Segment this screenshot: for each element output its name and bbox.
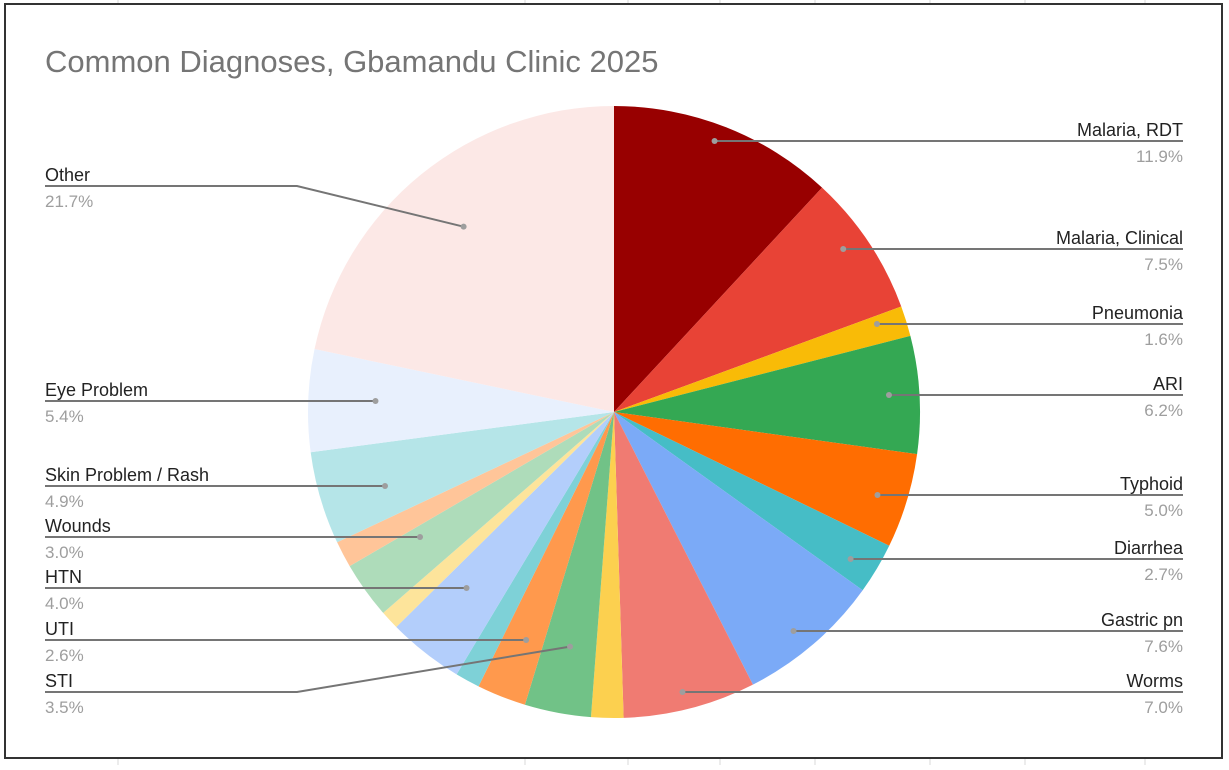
- pie-slice: [524, 412, 614, 718]
- pie-slice: [310, 412, 614, 543]
- slice-value-label: 2.7%: [1144, 565, 1183, 584]
- pie-slice: [349, 412, 614, 613]
- slice-label: Diarrhea: [1114, 538, 1184, 558]
- leader-dot: [460, 223, 467, 230]
- slice-label: UTI: [45, 619, 74, 639]
- leader-dot: [372, 398, 379, 404]
- pie-slice: [383, 412, 614, 628]
- leader-dot: [840, 246, 847, 252]
- slice-label: Other: [45, 165, 90, 185]
- pie-slice: [614, 412, 863, 685]
- leader-line: [45, 185, 464, 228]
- pie-slice: [614, 335, 920, 455]
- slice-value-label: 3.5%: [45, 698, 84, 717]
- leader-dot: [885, 392, 892, 398]
- slice-label: Pneumonia: [1092, 303, 1184, 323]
- leader-dot: [790, 628, 797, 634]
- slice-label: Gastric pn: [1101, 610, 1183, 630]
- slice-value-label: 11.9%: [1136, 147, 1183, 166]
- slice-label: Eye Problem: [45, 380, 148, 400]
- leader-dot: [711, 138, 718, 144]
- pie-slice: [396, 412, 614, 675]
- slice-label: Malaria, RDT: [1077, 120, 1183, 140]
- chart-title: Common Diagnoses, Gbamandu Clinic 2025: [45, 44, 658, 79]
- pie-slice: [614, 187, 902, 412]
- pie-slice: [314, 106, 614, 412]
- pie-slice: [308, 349, 614, 453]
- slice-value-label: 21.7%: [45, 192, 93, 211]
- slice-value-label: 6.2%: [1144, 401, 1183, 420]
- slice-value-label: 7.0%: [1144, 698, 1183, 717]
- pie-slice: [614, 412, 918, 546]
- pie-slice: [614, 412, 753, 718]
- slice-value-label: 4.9%: [45, 492, 84, 511]
- pie-slice: [590, 412, 624, 718]
- leader-dot: [463, 585, 470, 591]
- leader-dot: [417, 534, 424, 540]
- leader-line: [45, 645, 571, 693]
- leader-dot: [382, 483, 389, 489]
- slice-label: Malaria, Clinical: [1056, 228, 1183, 248]
- leader-dot: [847, 556, 854, 562]
- leader-dot: [874, 492, 881, 498]
- pie-slice: [614, 412, 890, 591]
- slice-value-label: 2.6%: [45, 646, 84, 665]
- leader-dot: [567, 643, 574, 650]
- leader-dot: [873, 321, 880, 327]
- slice-value-label: 4.0%: [45, 594, 84, 613]
- pie-slice: [478, 412, 614, 705]
- pie-slice: [456, 412, 614, 687]
- slice-label: Typhoid: [1120, 474, 1183, 494]
- slice-value-label: 5.0%: [1144, 501, 1183, 520]
- slice-value-label: 7.6%: [1144, 637, 1183, 656]
- slice-label: Skin Problem / Rash: [45, 465, 209, 485]
- slice-label: ARI: [1153, 374, 1183, 394]
- pie-slice: [614, 106, 823, 412]
- slice-value-label: 3.0%: [45, 543, 84, 562]
- slice-label: HTN: [45, 567, 82, 587]
- leader-dot: [679, 689, 686, 695]
- pie-slice: [614, 306, 911, 412]
- slice-value-label: 5.4%: [45, 407, 84, 426]
- slice-value-label: 7.5%: [1144, 255, 1183, 274]
- slice-label: Worms: [1126, 671, 1183, 691]
- slice-label: STI: [45, 671, 73, 691]
- slice-value-label: 1.6%: [1144, 330, 1183, 349]
- pie-slice: [337, 412, 614, 567]
- slice-label: Wounds: [45, 516, 111, 536]
- leader-dot: [523, 637, 530, 643]
